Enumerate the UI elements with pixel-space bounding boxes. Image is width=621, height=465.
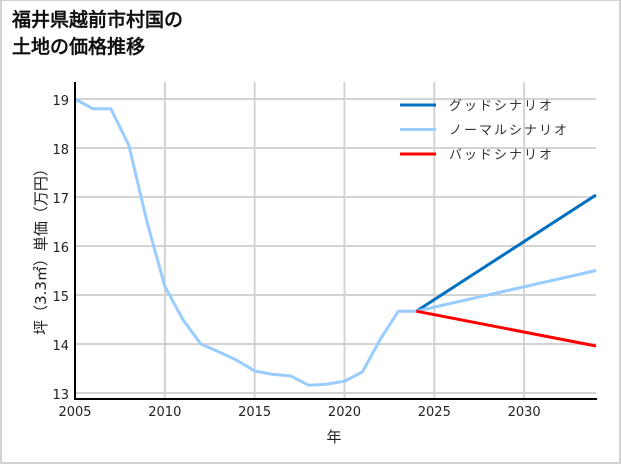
y-axis-label: 坪（3.3㎡）単価（万円）: [32, 161, 50, 335]
y-axis-ticks: 13 14 15 16 17 18 19: [52, 94, 69, 403]
y-tick-label: 14: [52, 339, 69, 354]
legend-label: バッドシナリオ: [449, 148, 554, 163]
y-tick-label: 15: [52, 290, 69, 305]
y-tick-label: 17: [52, 192, 69, 207]
series-line: [74, 97, 417, 387]
y-tick-label: 13: [52, 388, 69, 403]
x-tick-label: 2030: [508, 405, 541, 420]
legend-label: ノーマルシナリオ: [449, 124, 569, 139]
legend-label: グッドシナリオ: [449, 99, 554, 114]
chart-title: 福井県越前市村国の 土地の価格推移: [12, 7, 183, 61]
x-tick-label: 2005: [58, 405, 91, 420]
grid-lines: [74, 82, 596, 399]
y-tick-label: 16: [52, 241, 69, 256]
x-tick-label: 2015: [238, 405, 271, 420]
data-lines: [74, 97, 597, 387]
series-line: [416, 309, 597, 348]
y-tick-label: 19: [52, 94, 69, 109]
title-line-2: 土地の価格推移: [12, 36, 146, 58]
x-tick-label: 2010: [148, 405, 181, 420]
series-line: [415, 193, 597, 313]
x-tick-label: 2025: [418, 405, 451, 420]
title-line-1: 福井県越前市村国の: [12, 9, 184, 31]
series-line: [415, 269, 597, 313]
x-axis-label: 年: [326, 428, 341, 446]
x-tick-label: 2020: [328, 405, 361, 420]
x-axis-ticks: 2005 2010 2015 2020 2025 2030: [58, 405, 540, 420]
y-tick-label: 18: [52, 143, 69, 158]
